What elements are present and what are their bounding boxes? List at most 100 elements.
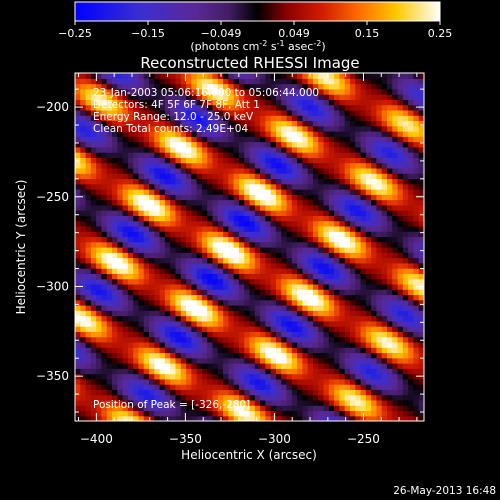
heatmap-cell xyxy=(339,252,346,259)
heatmap-cell xyxy=(228,336,235,343)
heatmap-cell xyxy=(302,394,309,401)
heatmap-cell xyxy=(381,357,388,364)
heatmap-cell xyxy=(196,162,203,169)
heatmap-cell xyxy=(328,152,335,158)
heatmap-cell xyxy=(371,262,378,269)
heatmap-cell xyxy=(312,215,319,222)
heatmap-cell xyxy=(90,109,97,116)
heatmap-cell xyxy=(238,210,245,216)
heatmap-cell xyxy=(122,73,129,79)
heatmap-cell xyxy=(117,162,124,169)
heatmap-cell xyxy=(212,99,219,106)
heatmap-cell xyxy=(106,167,113,174)
heatmap-cell xyxy=(212,331,219,338)
heatmap-cell xyxy=(212,363,219,369)
heatmap-cell xyxy=(281,299,288,306)
heatmap-cell xyxy=(106,78,113,85)
heatmap-cell xyxy=(270,273,277,280)
heatmap-cell xyxy=(106,262,113,269)
heatmap-cell xyxy=(371,120,378,127)
heatmap-cell xyxy=(233,378,240,385)
heatmap-cell xyxy=(328,299,335,306)
heatmap-cell xyxy=(127,394,134,401)
heatmap-cell xyxy=(101,373,108,380)
heatmap-cell xyxy=(228,241,235,248)
heatmap-cell xyxy=(117,384,124,390)
heatmap-cell xyxy=(138,125,145,132)
heatmap-cell xyxy=(233,194,240,201)
heatmap-cell xyxy=(196,294,203,301)
heatmap-cell xyxy=(170,363,177,369)
heatmap-cell xyxy=(159,373,166,380)
heatmap-cell xyxy=(164,389,171,396)
heatmap-cell xyxy=(175,336,182,343)
heatmap-cell xyxy=(133,315,140,322)
heatmap-cell xyxy=(371,336,378,343)
heatmap-cell xyxy=(275,88,282,95)
heatmap-cell xyxy=(85,320,92,327)
heatmap-cell xyxy=(355,162,362,169)
heatmap-cell xyxy=(360,299,367,306)
heatmap-cell xyxy=(175,194,182,201)
heatmap-cell xyxy=(223,341,229,348)
heatmap-cell xyxy=(138,73,145,79)
heatmap-cell xyxy=(402,294,409,301)
heatmap-cell xyxy=(170,215,177,222)
heatmap-cell xyxy=(386,310,393,317)
heatmap-cell xyxy=(355,331,362,338)
heatmap-cell xyxy=(101,405,108,412)
heatmap-cell xyxy=(418,415,424,421)
heatmap-cell xyxy=(302,183,309,190)
heatmap-cell xyxy=(90,410,97,417)
heatmap-cell xyxy=(244,157,251,164)
heatmap-cell xyxy=(328,283,335,290)
heatmap-cell xyxy=(381,352,388,359)
heatmap-cell xyxy=(254,289,261,296)
heatmap-cell xyxy=(365,331,372,338)
heatmap-cell xyxy=(334,199,340,206)
heatmap-cell xyxy=(323,215,330,222)
heatmap-cell xyxy=(117,399,124,406)
heatmap-cell xyxy=(159,363,166,369)
heatmap-cell xyxy=(85,199,92,206)
heatmap-cell xyxy=(191,252,198,259)
heatmap-cell xyxy=(397,363,404,369)
heatmap-cell xyxy=(112,315,118,322)
heatmap-cell xyxy=(80,167,87,174)
heatmap-cell xyxy=(201,131,208,137)
heatmap-cell xyxy=(376,262,383,269)
heatmap-cell xyxy=(228,157,235,164)
heatmap-cell xyxy=(106,363,113,369)
heatmap-cell xyxy=(355,315,362,322)
heatmap-cell xyxy=(318,394,325,401)
heatmap-cell xyxy=(217,136,224,143)
heatmap-cell xyxy=(80,152,87,158)
heatmap-cell xyxy=(360,363,367,369)
heatmap-cell xyxy=(154,310,161,317)
heatmap-cell xyxy=(233,368,240,375)
heatmap-cell xyxy=(143,104,150,111)
heatmap-cell xyxy=(85,262,92,269)
heatmap-cell xyxy=(392,220,399,227)
heatmap-cell xyxy=(159,331,166,338)
heatmap-cell xyxy=(228,341,235,348)
heatmap-cell xyxy=(133,289,140,296)
heatmap-cell xyxy=(164,210,171,216)
heatmap-cell xyxy=(106,273,113,280)
heatmap-cell xyxy=(90,283,97,290)
heatmap-cell xyxy=(339,109,346,116)
heatmap-cell xyxy=(265,167,272,174)
heatmap-cell xyxy=(307,136,314,143)
heatmap-cell xyxy=(254,104,261,111)
heatmap-cell xyxy=(122,231,129,238)
heatmap-cell xyxy=(371,399,378,406)
heatmap-cell xyxy=(223,305,229,311)
heatmap-cell xyxy=(159,152,166,158)
heatmap-cell xyxy=(265,136,272,143)
heatmap-cell xyxy=(281,368,288,375)
heatmap-cell xyxy=(170,326,177,332)
heatmap-cell xyxy=(381,88,388,95)
heatmap-cell xyxy=(371,173,378,180)
heatmap-cell xyxy=(117,336,124,343)
heatmap-cell xyxy=(386,104,393,111)
